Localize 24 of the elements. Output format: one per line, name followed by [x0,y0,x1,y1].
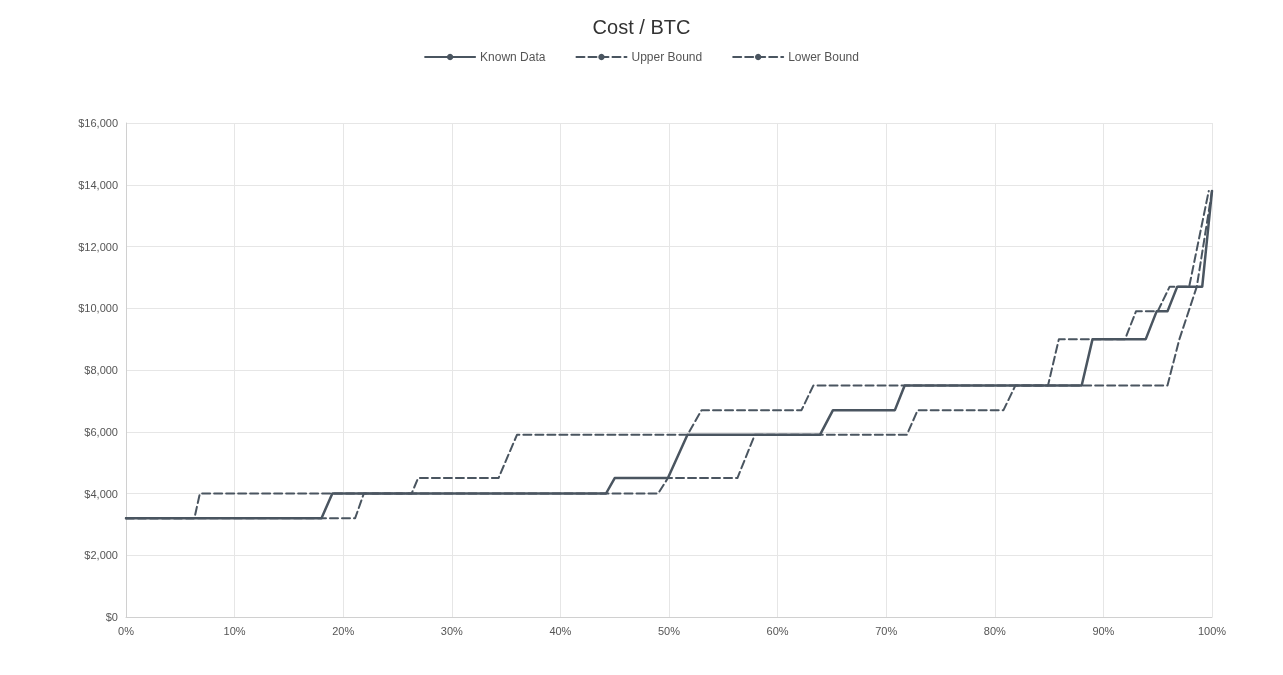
x-tick-label: 70% [875,624,898,637]
x-tick-label: 30% [440,624,464,637]
y-tick-label: $16,000 [78,117,118,129]
y-tick-label: $10,000 [78,302,118,315]
x-tick-label: 0% [118,624,135,637]
x-tick-label: 10% [223,624,246,637]
legend-label: Lower Bound [788,50,859,64]
x-tick-label: 50% [657,624,681,637]
y-tick-label: $12,000 [78,240,118,253]
x-tick-label: 100% [1197,624,1227,637]
legend-label: Upper Bound [631,50,703,64]
y-tick-label: $6,000 [84,425,118,438]
x-tick-label: 80% [983,624,1007,637]
y-tick-label: $8,000 [84,364,118,376]
y-tick-label: $4,000 [84,487,118,500]
y-tick-label: $2,000 [84,549,118,562]
x-tick-label: 90% [1092,624,1115,637]
x-tick-label: 40% [549,624,572,637]
legend-label: Known Data [480,50,546,64]
y-tick-label: $14,000 [78,178,118,191]
x-tick-label: 60% [766,624,789,637]
y-tick-label: $0 [105,611,118,623]
x-tick-label: 20% [332,624,355,637]
chart-title: Cost / BTC [592,16,691,38]
